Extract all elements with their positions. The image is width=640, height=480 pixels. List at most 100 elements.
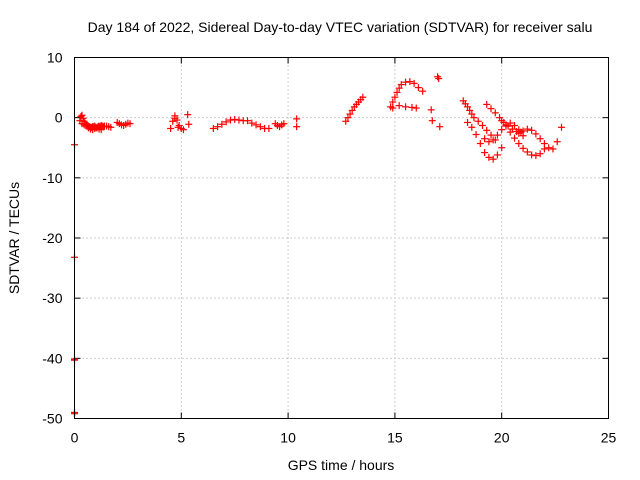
data-point — [244, 117, 252, 125]
data-point — [540, 140, 548, 148]
data-point — [395, 84, 403, 92]
data-point — [464, 103, 472, 111]
chart-title: Day 184 of 2022, Sidereal Day-to-day VTE… — [88, 19, 593, 35]
data-point — [523, 148, 531, 156]
data-point — [435, 75, 443, 83]
data-point — [265, 124, 273, 132]
data-point — [218, 120, 226, 128]
data-point — [397, 81, 405, 89]
data-point — [511, 134, 519, 142]
data-point — [472, 131, 480, 139]
data-point — [485, 153, 493, 161]
data-point — [226, 116, 234, 124]
data-point — [248, 119, 256, 127]
data-point — [470, 114, 478, 122]
data-point — [478, 121, 486, 129]
x-axis-label: GPS time / hours — [288, 457, 395, 473]
data-point — [515, 140, 523, 148]
data-point — [502, 121, 510, 129]
data-point — [344, 114, 352, 122]
data-point — [498, 144, 506, 152]
y-tick-label: -30 — [42, 290, 62, 306]
data-point — [519, 132, 527, 140]
data-point — [280, 120, 288, 128]
y-axis-label: SDTVAR / TECUs — [6, 182, 22, 294]
x-tick-label: 25 — [601, 430, 617, 446]
data-point — [481, 135, 489, 143]
data-point — [532, 130, 540, 138]
data-point — [419, 87, 427, 95]
data-point — [402, 78, 410, 86]
data-point — [549, 145, 557, 153]
data-point — [483, 100, 491, 108]
data-point — [493, 131, 501, 139]
data-point — [519, 144, 527, 152]
data-point — [235, 116, 243, 124]
data-point — [389, 98, 397, 106]
data-point — [491, 109, 499, 117]
data-point — [293, 115, 301, 123]
data-point — [342, 117, 350, 125]
data-point — [97, 126, 105, 134]
data-point — [468, 110, 476, 118]
data-point — [528, 151, 536, 159]
data-point — [402, 103, 410, 111]
data-point — [481, 149, 489, 157]
data-point — [389, 104, 397, 112]
data-point — [487, 105, 495, 113]
data-point — [466, 106, 474, 114]
data-point — [414, 84, 422, 92]
data-point — [498, 126, 506, 134]
data-point — [179, 126, 187, 134]
data-point — [498, 117, 506, 125]
y-tick-label: -50 — [42, 411, 62, 427]
data-point — [553, 138, 561, 146]
data-point — [436, 123, 444, 131]
data-point — [406, 78, 414, 86]
grid-layer — [74, 57, 609, 419]
data-point — [408, 103, 416, 111]
data-point — [79, 114, 87, 122]
data-point — [395, 102, 403, 110]
data-point — [489, 155, 497, 163]
data-point — [493, 151, 501, 159]
x-tick-label: 20 — [494, 430, 510, 446]
data-point — [174, 123, 182, 131]
data-point — [185, 120, 193, 128]
x-tick-label: 15 — [387, 430, 403, 446]
data-point — [78, 111, 86, 119]
data-point — [171, 114, 179, 122]
data-point — [348, 106, 356, 114]
data-point — [126, 120, 134, 128]
data-point — [256, 123, 264, 131]
data-point — [391, 93, 399, 101]
data-point — [107, 123, 115, 131]
data-point — [558, 123, 566, 131]
y-tick-label: -40 — [42, 350, 62, 366]
data-point — [293, 123, 301, 131]
data-point — [410, 79, 418, 87]
data-point — [252, 121, 260, 129]
data-point — [393, 88, 401, 96]
data-point — [536, 150, 544, 158]
data-point — [468, 123, 476, 131]
data-point — [427, 106, 435, 114]
data-point — [476, 140, 484, 148]
data-point — [536, 135, 544, 143]
data-points-layer — [71, 73, 566, 418]
x-tick-label: 0 — [71, 430, 79, 446]
x-tick-label: 10 — [280, 430, 296, 446]
y-tick-label: 10 — [47, 50, 63, 66]
data-point — [487, 131, 495, 139]
data-point — [209, 124, 217, 132]
data-point — [412, 104, 420, 112]
data-point — [464, 118, 472, 126]
data-point — [474, 117, 482, 125]
data-point — [231, 115, 239, 123]
data-point — [184, 111, 192, 119]
data-point — [523, 125, 531, 133]
data-point — [506, 128, 514, 136]
data-point — [489, 136, 497, 144]
y-tick-label: -20 — [42, 230, 62, 246]
